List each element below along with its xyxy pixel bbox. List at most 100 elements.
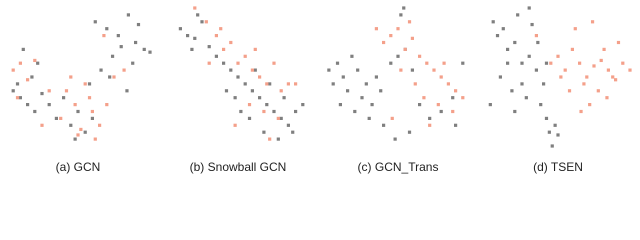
point xyxy=(64,89,69,93)
point xyxy=(30,75,34,79)
point xyxy=(282,96,286,100)
point xyxy=(556,54,560,58)
point xyxy=(573,27,577,31)
panel: (c) GCN_Trans xyxy=(327,6,465,174)
point xyxy=(527,6,531,10)
caption: (c) GCN_Trans xyxy=(358,160,439,174)
point xyxy=(87,96,92,100)
point xyxy=(399,68,403,72)
point xyxy=(243,82,247,86)
point xyxy=(396,27,400,31)
point xyxy=(439,109,443,114)
point xyxy=(524,96,528,100)
point xyxy=(454,123,458,127)
point xyxy=(436,103,440,107)
point xyxy=(559,75,563,79)
point xyxy=(90,109,94,114)
point xyxy=(119,45,123,49)
point xyxy=(214,54,218,58)
point xyxy=(108,75,112,79)
point xyxy=(446,82,450,86)
point xyxy=(367,116,371,120)
point xyxy=(534,34,538,38)
point xyxy=(294,109,298,114)
point xyxy=(33,109,37,114)
point xyxy=(102,34,106,38)
point xyxy=(247,116,252,120)
point xyxy=(15,96,20,100)
point xyxy=(530,22,534,27)
point xyxy=(442,61,446,65)
point xyxy=(233,123,237,127)
point xyxy=(186,34,190,38)
point xyxy=(272,109,276,114)
point xyxy=(18,96,22,100)
point xyxy=(73,103,77,107)
point xyxy=(193,36,197,40)
point xyxy=(112,75,116,79)
point xyxy=(550,144,554,148)
point xyxy=(579,109,583,114)
point xyxy=(422,96,426,100)
point xyxy=(356,68,360,72)
point xyxy=(616,40,621,45)
point xyxy=(105,27,109,31)
point xyxy=(360,96,364,100)
point xyxy=(110,54,115,58)
point xyxy=(105,103,109,107)
point xyxy=(428,116,432,120)
point xyxy=(247,103,252,107)
point xyxy=(382,123,386,127)
point xyxy=(393,137,397,141)
panel: (b) Snowball GCN xyxy=(178,6,305,174)
point xyxy=(498,75,502,79)
point xyxy=(258,96,262,100)
point xyxy=(90,116,94,120)
point xyxy=(294,82,298,86)
point xyxy=(605,96,609,100)
point xyxy=(606,68,610,72)
point xyxy=(590,20,595,24)
point xyxy=(258,75,262,79)
point xyxy=(87,82,92,86)
point xyxy=(214,34,218,38)
point xyxy=(265,103,269,107)
point xyxy=(21,47,25,51)
panel: (a) GCN xyxy=(11,13,152,174)
point xyxy=(76,133,80,137)
panel: (d) TSEN xyxy=(488,6,632,174)
point xyxy=(253,68,257,72)
point xyxy=(402,6,406,10)
point xyxy=(432,68,436,72)
point xyxy=(276,137,280,141)
point xyxy=(585,75,589,79)
point xyxy=(148,50,152,54)
point xyxy=(379,89,383,93)
point xyxy=(224,89,229,93)
caption: (d) TSEN xyxy=(533,160,583,174)
point xyxy=(40,123,44,127)
point xyxy=(461,96,465,100)
point xyxy=(83,82,87,86)
point xyxy=(592,64,596,68)
point xyxy=(418,103,422,107)
point xyxy=(556,133,560,137)
caption: (a) GCN xyxy=(56,160,101,174)
point xyxy=(403,47,407,51)
point xyxy=(628,68,632,72)
point xyxy=(136,22,141,27)
point xyxy=(291,130,295,134)
point xyxy=(286,123,290,127)
point xyxy=(190,47,194,51)
point xyxy=(516,13,520,17)
point xyxy=(236,61,240,65)
point xyxy=(229,40,233,45)
point xyxy=(410,68,414,72)
point xyxy=(346,89,350,93)
point xyxy=(219,27,223,31)
point xyxy=(374,27,378,31)
point xyxy=(536,40,540,45)
point xyxy=(350,54,354,58)
point xyxy=(544,61,549,65)
point xyxy=(207,61,211,65)
